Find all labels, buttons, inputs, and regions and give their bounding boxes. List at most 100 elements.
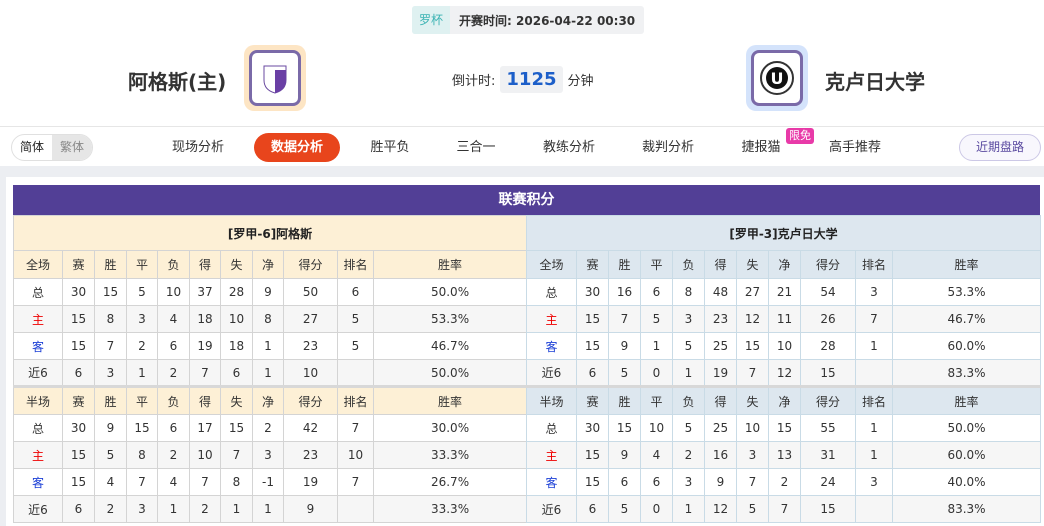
table-row: 主 15 8 3 4 18 10 8 27 5 53.3%: [13, 305, 528, 333]
league-tag[interactable]: 罗杯: [412, 6, 451, 34]
column-header: 净: [768, 385, 801, 415]
away-team-logo[interactable]: U: [746, 45, 808, 111]
table-cell: 2: [672, 441, 705, 469]
table-cell: 60.0%: [892, 332, 1041, 360]
table-cell: 0: [640, 359, 673, 387]
home-team-logo[interactable]: [244, 45, 306, 111]
home-team-name[interactable]: 阿格斯(主): [128, 70, 227, 94]
table-row: 客 15 6 6 3 9 7 2 24 3 40.0%: [526, 468, 1041, 496]
column-header: 得: [189, 385, 221, 415]
table-cell: 2: [157, 359, 190, 387]
row-label: 总: [526, 414, 577, 442]
countdown: 倒计时: 1125 分钟: [452, 66, 594, 93]
recent-form-button[interactable]: 近期盘路: [959, 134, 1041, 161]
column-header: 失: [736, 385, 769, 415]
table-row: 总 30 9 15 6 17 15 2 42 7 30.0%: [13, 414, 528, 442]
table-cell: 33.3%: [372, 495, 528, 523]
table-cell: 19: [189, 332, 221, 360]
column-header: 净: [252, 250, 284, 279]
column-header: 排名: [855, 250, 893, 279]
table-cell: [855, 495, 893, 523]
column-header: 排名: [337, 385, 374, 415]
table-cell: 18: [220, 332, 253, 360]
table-cell: 8: [126, 441, 158, 469]
lang-simplified[interactable]: 简体: [20, 140, 45, 154]
table-cell: 19: [283, 468, 338, 496]
start-time: 2026-04-22 00:30: [516, 13, 636, 28]
table-row: 客 15 7 2 6 19 18 1 23 5 46.7%: [13, 332, 528, 360]
row-label: 客: [526, 468, 577, 496]
tab-coach-analysis[interactable]: 教练分析: [542, 140, 595, 155]
tab-jiebaomao[interactable]: 捷报猫: [741, 140, 781, 155]
row-label: 近6: [526, 495, 577, 523]
table-cell: 21: [768, 278, 801, 306]
table-cell: 1: [855, 332, 893, 360]
tab-data-analysis[interactable]: 数据分析: [254, 133, 340, 162]
table-cell: 1: [672, 359, 705, 387]
column-header: 负: [157, 385, 190, 415]
table-cell: 15: [94, 278, 127, 306]
tab-win-draw-loss[interactable]: 胜平负: [370, 140, 410, 155]
table-cell: 50.0%: [892, 414, 1041, 442]
table-cell: 3: [672, 305, 705, 333]
column-header: 半场: [526, 385, 577, 415]
table-cell: 4: [157, 468, 190, 496]
table-cell: 15: [62, 332, 95, 360]
table-cell: 1: [126, 359, 158, 387]
table-cell: 42: [283, 414, 338, 442]
table-cell: 12: [736, 305, 769, 333]
column-header: 失: [736, 250, 769, 279]
row-label: 近6: [13, 495, 63, 523]
table-cell: 10: [640, 414, 673, 442]
table-cell: 55: [800, 414, 856, 442]
table-cell: 6: [157, 414, 190, 442]
table-cell: 25: [704, 332, 737, 360]
table-cell: 7: [855, 305, 893, 333]
table-cell: 6: [62, 359, 95, 387]
tab-live-analysis[interactable]: 现场分析: [171, 140, 224, 155]
row-label: 客: [526, 332, 577, 360]
table-cell: 18: [189, 305, 221, 333]
table-cell: 15: [220, 414, 253, 442]
table-row: 主 15 5 8 2 10 7 3 23 10 33.3%: [13, 441, 528, 469]
table-cell: 24: [800, 468, 856, 496]
row-label: 近6: [13, 359, 63, 387]
table-cell: 5: [608, 495, 641, 523]
table-cell: -1: [252, 468, 284, 496]
table-cell: 10: [337, 441, 374, 469]
table-cell: 7: [768, 495, 801, 523]
column-header: 胜: [608, 385, 641, 415]
table-cell: 12: [768, 359, 801, 387]
away-team-name[interactable]: 克卢日大学: [825, 70, 925, 94]
column-header: 排名: [855, 385, 893, 415]
table-row: 近6 6 5 0 1 19 7 12 15 83.3%: [526, 359, 1041, 387]
lang-traditional[interactable]: 繁体: [52, 135, 93, 160]
tab-expert-picks[interactable]: 高手推荐: [828, 140, 881, 155]
tab-three-in-one[interactable]: 三合一: [456, 140, 496, 155]
table-row: 客 15 4 7 4 7 8 -1 19 7 26.7%: [13, 468, 528, 496]
table-cell: 6: [157, 332, 190, 360]
u-crest-icon: U: [760, 61, 794, 95]
table-cell: 23: [283, 332, 338, 360]
table-cell: 1: [252, 332, 284, 360]
table-cell: 3: [855, 278, 893, 306]
table-row: 主 15 7 5 3 23 12 11 26 7 46.7%: [526, 305, 1041, 333]
table-cell: 1: [640, 332, 673, 360]
table-cell: 31: [800, 441, 856, 469]
table-row: 近6 6 3 1 2 7 6 1 10 50.0%: [13, 359, 528, 387]
table-cell: 15: [62, 441, 95, 469]
nav-bar: 简体 繁体 现场分析 数据分析 胜平负 三合一 教练分析 裁判分析 捷报猫 限免 …: [0, 126, 1044, 166]
table-cell: 5: [672, 332, 705, 360]
table-cell: 46.7%: [892, 305, 1041, 333]
table-cell: 6: [62, 495, 95, 523]
svg-text:U: U: [771, 69, 784, 88]
column-header: 胜: [608, 250, 641, 279]
table-cell: 30: [576, 414, 609, 442]
column-header: 赛: [62, 250, 95, 279]
table-cell: 25: [704, 414, 737, 442]
column-header: 得分: [800, 385, 856, 415]
tab-referee-analysis[interactable]: 裁判分析: [641, 140, 694, 155]
table-cell: 9: [252, 278, 284, 306]
table-cell: 10: [736, 414, 769, 442]
table-cell: 10: [220, 305, 253, 333]
